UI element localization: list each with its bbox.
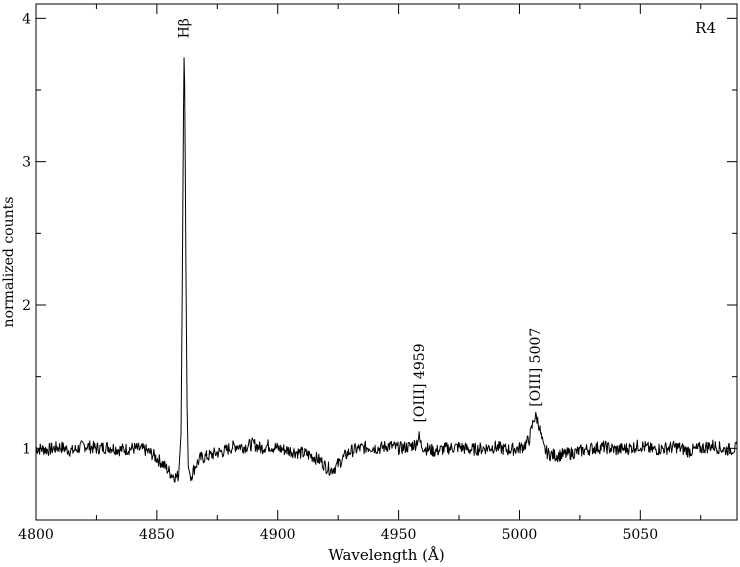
line-annotations: Hβ [OIII] 4959 [OIII] 5007 — [177, 18, 544, 422]
annotation-hbeta: Hβ — [177, 18, 193, 38]
y-tick-label: 1 — [22, 441, 31, 457]
y-axis-label: normalized counts — [1, 197, 17, 328]
plot-frame — [35, 3, 738, 521]
x-tick-label: 4850 — [139, 527, 175, 543]
panel-label: R4 — [695, 19, 716, 37]
spectrum-line — [35, 57, 738, 483]
y-tick-label: 4 — [22, 11, 31, 27]
x-tick-label: 4900 — [260, 527, 296, 543]
y-tick-label: 3 — [22, 155, 31, 171]
x-tick-label: 4950 — [381, 527, 417, 543]
x-tick-label: 5000 — [502, 527, 538, 543]
annotation-oiii-5007: [OIII] 5007 — [528, 328, 544, 407]
tick-labels: 4800 4850 4900 4950 5000 5050 1 2 3 4 — [18, 11, 658, 543]
x-tick-label: 4800 — [18, 527, 54, 543]
annotation-oiii-4959: [OIII] 4959 — [412, 343, 428, 422]
x-axis-label: Wavelength (Å) — [328, 546, 444, 564]
x-tick-label: 5050 — [622, 527, 658, 543]
plot-axes — [35, 3, 738, 521]
y-tick-label: 2 — [22, 298, 31, 314]
tick-marks — [35, 4, 737, 521]
